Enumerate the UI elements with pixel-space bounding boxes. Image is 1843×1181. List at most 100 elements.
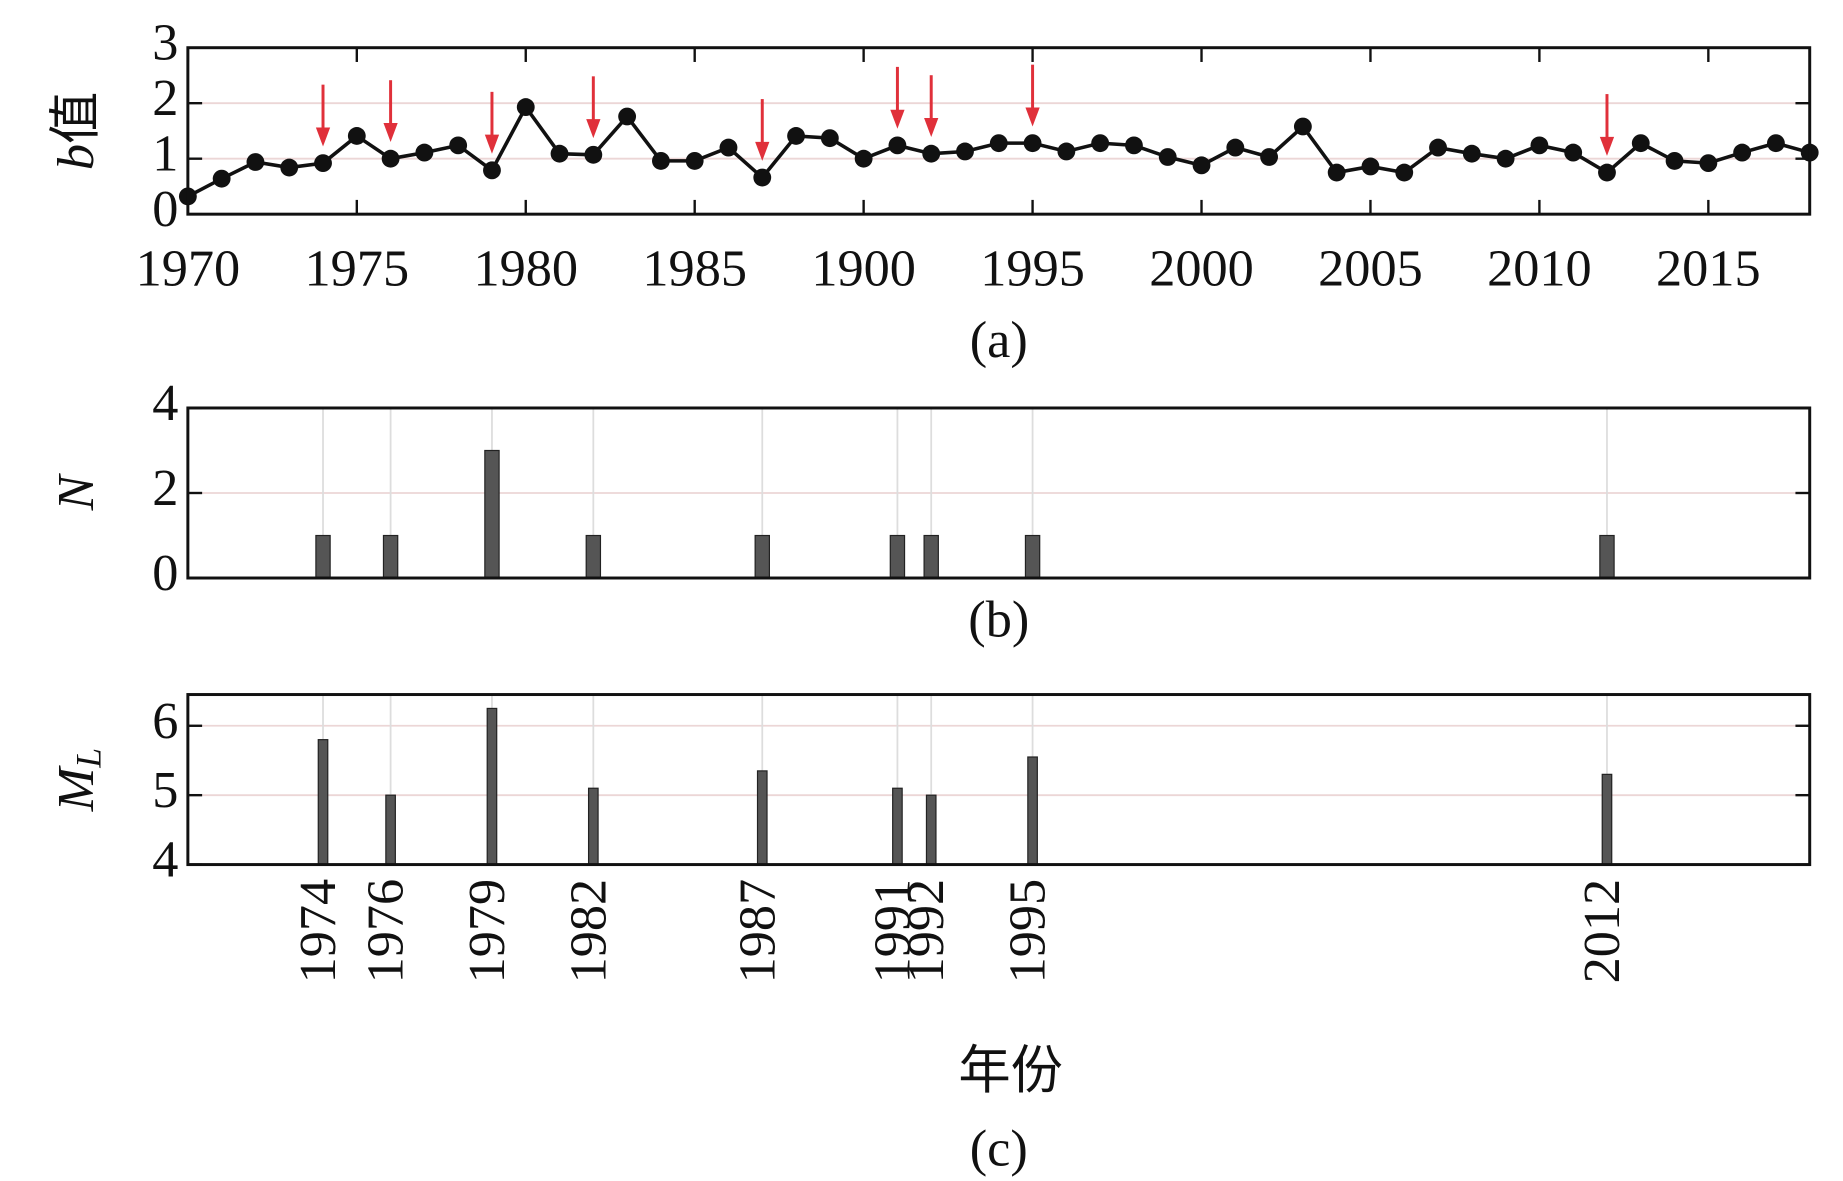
y-tick-label: 3 xyxy=(152,14,178,72)
bar xyxy=(1024,534,1041,579)
x-tick-label: 1975 xyxy=(305,240,410,298)
y-tick-label: 6 xyxy=(152,692,178,750)
y-axis-label-part: N xyxy=(47,472,105,511)
point xyxy=(1699,154,1718,173)
point xyxy=(1260,148,1279,166)
x-tick-label: 1900 xyxy=(811,240,916,298)
y-tick-label: 2 xyxy=(152,459,178,517)
panel-caption: (b) xyxy=(968,590,1029,648)
panel-caption: (c) xyxy=(970,1120,1028,1178)
panel-caption: (a) xyxy=(970,311,1028,369)
x-tick-label: 2005 xyxy=(1318,240,1423,298)
x-tick-label: 1991 xyxy=(863,879,921,984)
point xyxy=(651,151,670,170)
point xyxy=(854,149,873,168)
x-axis-label: 年份 xyxy=(958,1042,1063,1100)
x-tick-label: 1974 xyxy=(289,879,347,984)
bar xyxy=(315,534,331,579)
point xyxy=(989,134,1008,153)
point xyxy=(584,145,603,164)
x-tick-label: 1992 xyxy=(897,879,955,984)
point xyxy=(212,169,231,188)
bar xyxy=(754,534,770,579)
x-tick-label: 1985 xyxy=(642,240,747,298)
bar xyxy=(587,787,599,866)
point xyxy=(1057,142,1076,161)
point xyxy=(1631,134,1650,153)
arrow xyxy=(755,99,770,161)
point xyxy=(719,138,738,157)
bar xyxy=(889,534,906,579)
bar xyxy=(1599,534,1615,579)
point xyxy=(820,129,839,148)
point xyxy=(1091,134,1110,153)
y-tick-label: 2 xyxy=(152,69,178,127)
point xyxy=(1361,157,1380,176)
point xyxy=(550,144,569,163)
point xyxy=(1192,156,1211,175)
x-tick-label: 2015 xyxy=(1656,240,1761,298)
bar xyxy=(756,770,768,866)
bar xyxy=(1601,773,1613,866)
point xyxy=(1767,134,1785,153)
point xyxy=(1158,148,1177,166)
bar xyxy=(923,534,939,579)
x-tick-label: 2012 xyxy=(1573,879,1631,984)
arrow xyxy=(924,75,939,138)
plot-frame xyxy=(186,46,1812,216)
point xyxy=(956,142,974,161)
point xyxy=(1462,144,1481,163)
arrow xyxy=(1025,64,1040,127)
point xyxy=(1125,136,1143,155)
point xyxy=(347,127,366,145)
x-tick-label: 1995 xyxy=(999,879,1057,984)
y-tick-label: 4 xyxy=(152,374,178,432)
y-tick-label: 0 xyxy=(152,180,178,238)
arrow-head xyxy=(755,141,770,161)
point xyxy=(449,136,468,155)
arrow-head xyxy=(315,127,331,147)
point xyxy=(1395,163,1414,182)
bar xyxy=(925,794,937,866)
bar xyxy=(1027,756,1038,866)
arrow xyxy=(383,80,398,143)
point xyxy=(483,161,501,180)
x-tick-label: 1995 xyxy=(980,240,1085,298)
arrow-head xyxy=(1025,107,1040,127)
y-axis-label-part: M xyxy=(47,765,105,812)
bar xyxy=(484,449,500,579)
bar xyxy=(385,794,396,866)
x-tick-label: 1980 xyxy=(473,240,578,298)
y-axis-label-part: L xyxy=(69,748,109,769)
arrow xyxy=(484,91,500,154)
plot-frame xyxy=(186,406,1812,580)
point xyxy=(314,154,332,173)
y-axis-label: N xyxy=(47,472,105,511)
point xyxy=(381,149,400,168)
x-tick-label: 1976 xyxy=(357,879,415,984)
point xyxy=(1598,163,1616,182)
arrow-head xyxy=(1599,136,1615,156)
arrow xyxy=(1599,94,1615,156)
bar xyxy=(486,707,498,866)
bar xyxy=(382,534,399,579)
x-tick-label: 1982 xyxy=(559,879,617,984)
point xyxy=(280,158,299,177)
x-tick-label: 1970 xyxy=(136,240,241,298)
point xyxy=(246,153,265,171)
arrow-head xyxy=(383,123,398,143)
x-tick-label: 2000 xyxy=(1149,240,1254,298)
arrow-head xyxy=(586,119,601,139)
point xyxy=(1327,163,1346,182)
point xyxy=(1733,143,1752,162)
point xyxy=(1226,138,1245,157)
arrow-head xyxy=(924,118,939,138)
point xyxy=(516,98,535,116)
y-tick-label: 5 xyxy=(152,761,178,819)
plot-frame xyxy=(186,693,1812,867)
point xyxy=(1530,136,1549,155)
point xyxy=(888,136,907,155)
point xyxy=(753,168,772,187)
